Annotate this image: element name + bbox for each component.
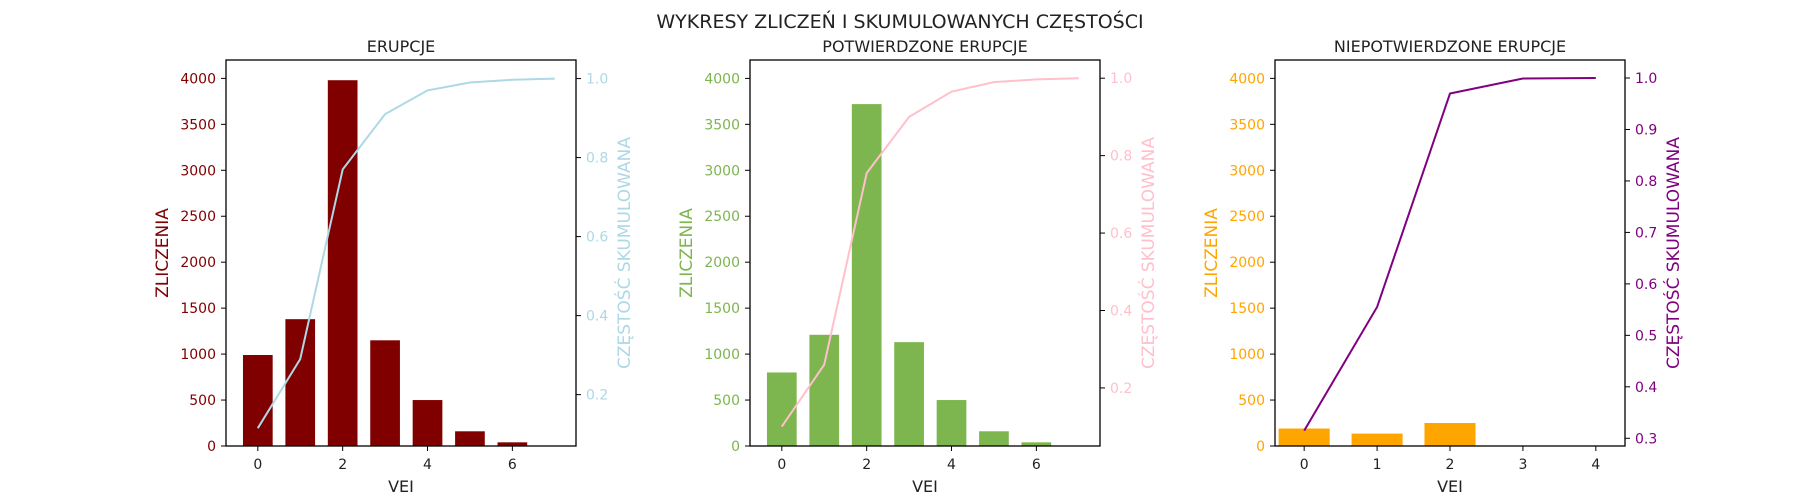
y-tick-label: 1000 [180, 347, 216, 363]
x-axis-label: VEI [1437, 477, 1463, 496]
y2-tick-label: 1.0 [586, 72, 608, 88]
bar [851, 104, 882, 446]
y2-tick-label: 0.3 [1635, 431, 1657, 447]
y2-tick-label: 0.6 [1110, 226, 1132, 242]
y-tick-label: 3000 [180, 163, 216, 179]
y-axis-label: ZLICZENIA [677, 208, 697, 298]
bar [497, 442, 528, 446]
y-tick-label: 3500 [180, 117, 216, 133]
y2-tick-label: 0.8 [1635, 174, 1657, 190]
bar [455, 431, 485, 446]
y2-tick-label: 0.4 [1110, 303, 1132, 319]
y-tick-label: 500 [1238, 393, 1265, 409]
y2-tick-label: 0.6 [586, 230, 608, 246]
bar [1424, 423, 1476, 446]
cumulative-line [256, 77, 555, 429]
y-tick-label: 2500 [180, 209, 216, 225]
y2-axis-label: CZĘSTOŚĆ SKUMULOWANA [613, 137, 635, 369]
y-tick-label: 0 [207, 439, 216, 455]
y2-tick-label: 0.4 [1635, 380, 1657, 396]
chart-title: NIEPOTWIERDZONE ERUPCJE [1334, 37, 1566, 56]
plot-frame [749, 59, 1101, 447]
bar [327, 80, 358, 446]
chart-3: 0 500 1000 1500 2000 2500 3000 3500 4000 0.3 0.4 0.… [1202, 37, 1684, 496]
plot-frame [225, 59, 577, 447]
x-tick-label: 4 [1591, 457, 1600, 473]
y-tick-label: 2000 [1229, 255, 1265, 271]
charts-container: 050010001500200025003000350040000.20.40.… [153, 37, 1684, 496]
bar [809, 334, 840, 446]
bar [766, 372, 797, 446]
y-tick-label: 1000 [1229, 347, 1265, 363]
plot-frame [1274, 59, 1626, 447]
y2-tick-label: 1.0 [1110, 71, 1132, 87]
y2-tick-label: 0.2 [1110, 381, 1132, 397]
y2-tick-label: 0.7 [1635, 225, 1657, 241]
y-tick-label: 2000 [180, 255, 216, 271]
bar [285, 319, 316, 446]
y-tick-label: 2500 [1229, 209, 1265, 225]
y-tick-label: 3500 [704, 117, 740, 133]
x-tick-label: 0 [777, 457, 786, 473]
bar [1351, 433, 1403, 446]
cumulative-line [1303, 77, 1596, 432]
y2-axis-label: CZĘSTOŚĆ SKUMULOWANA [1662, 137, 1684, 369]
bar [979, 431, 1009, 446]
y2-tick-label: 1.0 [1635, 71, 1657, 87]
x-tick-label: 4 [947, 457, 956, 473]
x-axis-label: VEI [388, 477, 414, 496]
x-tick-label: 2 [1446, 457, 1455, 473]
y2-tick-label: 0.4 [586, 309, 608, 325]
x-axis-label: VEI [912, 477, 938, 496]
x-tick-label: 0 [253, 457, 262, 473]
y-axis-label: ZLICZENIA [1202, 208, 1222, 298]
y-tick-label: 1500 [180, 301, 216, 317]
x-tick-label: 4 [423, 457, 432, 473]
y-tick-label: 3500 [1229, 117, 1265, 133]
y-tick-label: 1500 [1229, 301, 1265, 317]
bar [936, 400, 967, 446]
x-tick-label: 3 [1518, 457, 1527, 473]
y-tick-label: 4000 [180, 71, 216, 87]
figure-title: WYKRESY ZLICZEŃ I SKUMULOWANYCH CZĘSTOŚC… [656, 9, 1143, 33]
x-tick-label: 1 [1373, 457, 1382, 473]
y-tick-label: 500 [189, 393, 216, 409]
y2-tick-label: 0.9 [1635, 122, 1657, 138]
chart-title: ERUPCJE [367, 37, 436, 56]
x-tick-label: 2 [862, 457, 871, 473]
y-tick-label: 3000 [704, 163, 740, 179]
cumulative-line [780, 77, 1079, 428]
y-tick-label: 1500 [704, 301, 740, 317]
y-axis-label: ZLICZENIA [153, 208, 173, 298]
y2-tick-label: 0.2 [586, 388, 608, 404]
y-tick-label: 500 [713, 393, 740, 409]
bar [894, 342, 924, 446]
x-tick-label: 0 [1300, 457, 1309, 473]
y-tick-label: 4000 [1229, 71, 1265, 87]
chart-2: 0 500 1000 1500 2000 2500 3000 3500 4000 0.2 0.4 0.… [677, 37, 1159, 496]
y2-tick-label: 0.5 [1635, 328, 1657, 344]
x-tick-label: 6 [508, 457, 517, 473]
bar [412, 400, 443, 446]
bar [1021, 442, 1052, 446]
bar [242, 355, 273, 446]
y2-axis-label: CZĘSTOŚĆ SKUMULOWANA [1137, 137, 1159, 369]
y2-tick-label: 0.8 [1110, 149, 1132, 165]
bar [370, 340, 400, 446]
bar [1278, 428, 1330, 446]
chart-1: 0 500 1000 1500 2000 2500 3000 3500 4000 0.2 0.4 0.… [153, 37, 635, 496]
y-tick-label: 2500 [704, 209, 740, 225]
y-tick-label: 3000 [1229, 163, 1265, 179]
x-tick-label: 2 [338, 457, 347, 473]
y-tick-label: 4000 [704, 71, 740, 87]
y-tick-label: 0 [1256, 439, 1265, 455]
x-tick-label: 6 [1032, 457, 1041, 473]
y-tick-label: 0 [731, 439, 740, 455]
y-tick-label: 1000 [704, 347, 740, 363]
y-tick-label: 2000 [704, 255, 740, 271]
y2-tick-label: 0.8 [586, 151, 608, 167]
y2-tick-label: 0.6 [1635, 277, 1657, 293]
chart-title: POTWIERDZONE ERUPCJE [822, 37, 1027, 56]
